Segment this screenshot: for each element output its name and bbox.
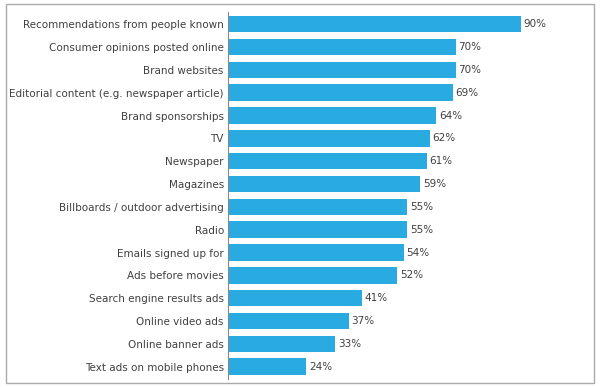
Text: 90%: 90% <box>524 19 547 29</box>
Text: 69%: 69% <box>455 88 478 98</box>
Text: 33%: 33% <box>338 339 361 349</box>
Text: 24%: 24% <box>309 362 332 372</box>
Text: 70%: 70% <box>458 42 482 52</box>
Bar <box>228 62 456 78</box>
Text: 59%: 59% <box>423 179 446 189</box>
Bar <box>228 244 404 261</box>
Text: 54%: 54% <box>406 248 430 257</box>
Text: 55%: 55% <box>410 202 433 212</box>
Bar <box>228 290 362 307</box>
Bar <box>228 130 430 147</box>
Text: 61%: 61% <box>429 156 452 166</box>
Text: 41%: 41% <box>364 293 387 303</box>
Bar <box>228 107 436 124</box>
Text: 55%: 55% <box>410 225 433 235</box>
Bar <box>228 336 335 352</box>
Bar <box>228 39 456 55</box>
Text: 64%: 64% <box>439 111 462 120</box>
Bar <box>228 267 397 284</box>
Bar <box>228 313 349 329</box>
Bar <box>228 84 453 101</box>
Text: 52%: 52% <box>400 271 423 280</box>
Bar <box>228 221 407 238</box>
Text: 37%: 37% <box>351 316 374 326</box>
Bar <box>228 176 420 192</box>
Bar <box>228 153 427 170</box>
Bar <box>228 16 521 33</box>
Bar <box>228 358 306 375</box>
Bar <box>228 199 407 215</box>
Text: 70%: 70% <box>458 65 482 75</box>
Text: 62%: 62% <box>433 134 455 143</box>
